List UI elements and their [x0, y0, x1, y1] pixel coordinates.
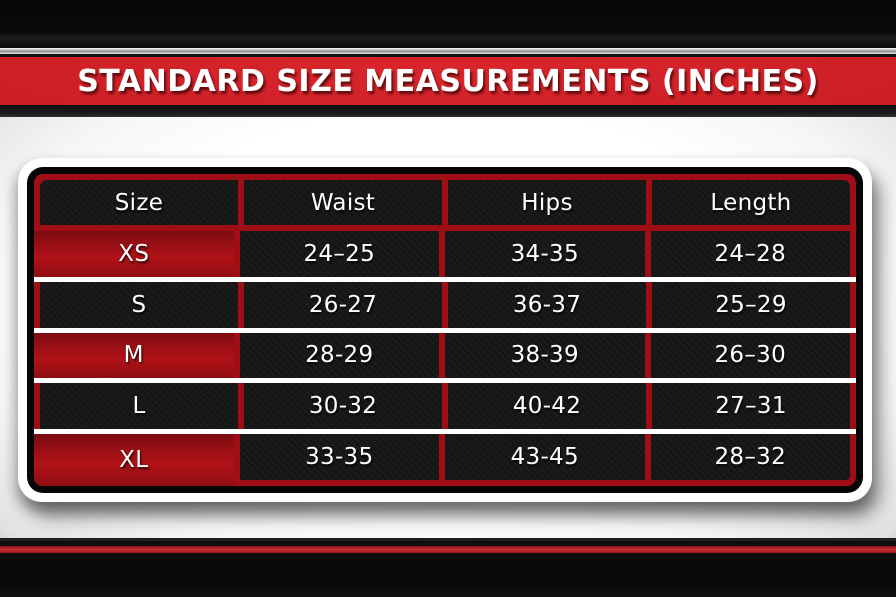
row-separator — [34, 327, 856, 333]
page-title: STANDARD SIZE MEASUREMENTS (INCHES) — [77, 63, 819, 99]
banner-bottom-band — [0, 105, 896, 117]
row-separator — [34, 378, 856, 384]
row-separator — [34, 276, 856, 282]
bottom-red-stripe — [0, 546, 896, 553]
length-cell: 26–30 — [650, 332, 850, 379]
waist-cell: 24–25 — [239, 231, 439, 277]
bottom-black-band — [0, 553, 896, 597]
table-row-l: L 30-32 40-42 27–31 — [40, 383, 850, 430]
length-cell: 24–28 — [650, 231, 850, 277]
table-row-m: M 28-29 38-39 26–30 — [34, 332, 850, 379]
size-table-frame: Size Waist Hips Length XS 24–25 34-35 24–28… — [18, 158, 872, 502]
table-row-xl: XL 33-35 43-45 28–32 — [34, 434, 850, 486]
silver-stripe — [0, 48, 896, 54]
header-cell-size: Size — [40, 180, 238, 225]
top-black-band — [0, 0, 896, 48]
size-table: Size Waist Hips Length XS 24–25 34-35 24–28… — [34, 174, 856, 486]
header-cell-length: Length — [652, 180, 850, 225]
length-cell: 28–32 — [650, 434, 850, 480]
table-row-xs: XS 24–25 34-35 24–28 — [34, 231, 850, 277]
hips-cell: 43-45 — [445, 434, 645, 480]
waist-cell: 26-27 — [244, 281, 442, 328]
size-cell: XL — [34, 434, 234, 486]
hips-cell: 40-42 — [448, 383, 646, 430]
hips-cell: 36-37 — [448, 281, 646, 328]
size-cell: S — [40, 281, 238, 328]
row-separator — [34, 429, 856, 435]
length-cell: 27–31 — [652, 383, 850, 430]
bottom-divider-line — [0, 538, 896, 541]
table-header-row: Size Waist Hips Length — [40, 180, 850, 225]
size-cell: XS — [34, 231, 234, 277]
size-cell: M — [34, 332, 234, 379]
size-cell: L — [40, 383, 238, 430]
table-body: XS 24–25 34-35 24–28 S 26-27 36-37 25–29 M 28-29 3… — [34, 231, 856, 486]
header-cell-hips: Hips — [448, 180, 646, 225]
size-table-inner-frame: Size Waist Hips Length XS 24–25 34-35 24–28… — [27, 167, 863, 493]
hips-cell: 34-35 — [445, 231, 645, 277]
banner-top-edge — [0, 54, 896, 57]
waist-cell: 33-35 — [239, 434, 439, 480]
waist-cell: 30-32 — [244, 383, 442, 430]
table-row-s: S 26-27 36-37 25–29 — [40, 281, 850, 328]
bottom-black-strip — [0, 541, 896, 546]
header-cell-waist: Waist — [244, 180, 442, 225]
title-banner: STANDARD SIZE MEASUREMENTS (INCHES) — [0, 57, 896, 105]
length-cell: 25–29 — [652, 281, 850, 328]
hips-cell: 38-39 — [445, 332, 645, 379]
waist-cell: 28-29 — [239, 332, 439, 379]
